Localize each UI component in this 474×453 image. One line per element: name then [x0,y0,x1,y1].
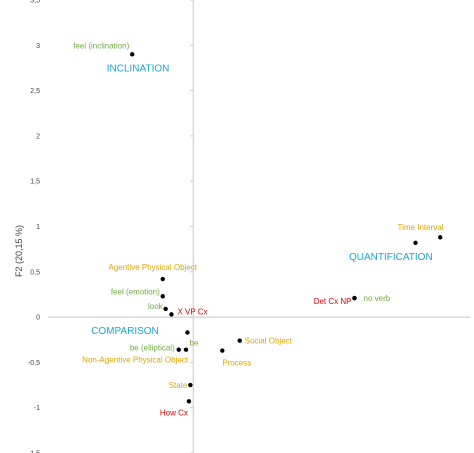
data-point [169,312,174,317]
point-label: Process [222,359,251,368]
point-label: look [148,302,164,311]
y-tick-label: 2,5 [30,88,40,95]
point-label: Social Object [245,337,293,346]
cluster-labels: INCLINATION QUANTIFICATION COMPARISON [91,63,432,337]
point-labels: feel (inclination) Agentive Physical Obje… [73,41,443,417]
point-label: be [189,339,198,348]
point-label: Det Cx NP [314,297,352,306]
point-label: X VP Cx [177,307,207,316]
y-axis-title: F2 (20,15 %) [14,225,24,277]
data-point [185,330,190,335]
data-point [438,235,443,240]
data-points [130,52,443,404]
cluster-label: COMPARISON [91,326,159,337]
point-label: feel (inclination) [73,41,129,50]
data-point [183,347,189,352]
data-point [220,348,225,353]
data-point [413,240,418,246]
point-label: feel (emotion) [111,287,160,296]
point-label: Agentive Physical Object [109,263,198,272]
data-point [176,347,181,352]
data-point [130,52,135,57]
data-point [188,382,193,388]
data-point [352,295,357,301]
y-tick-label: 3 [36,43,40,50]
y-tick-label: -0,5 [28,360,40,367]
cluster-label: QUANTIFICATION [349,252,433,263]
point-label: Time Interval [398,223,444,232]
y-tick-label: 3,5 [30,0,40,5]
y-tick-label: 0,5 [30,269,40,276]
data-point [163,306,168,312]
point-label: Non-Agentive Physical Object [82,356,189,365]
point-label: no verb [364,294,391,303]
y-tick-labels: 3,5 3 2,5 2 1,5 1 0,5 0 -0,5 -1 -1,5 [28,0,40,453]
axes [48,0,470,453]
y-tick-label: 1,5 [30,179,40,186]
y-tick-label: 1 [36,224,40,231]
y-tick-label: -1,5 [28,451,40,453]
point-label: be (elliptical) [130,344,175,353]
y-tick-label: 2 [36,133,40,140]
data-point [160,276,165,282]
data-point [186,399,192,404]
data-point [237,338,242,343]
point-label: How Cx [160,408,188,417]
y-tick-label: 0 [36,315,40,322]
point-label: State [169,381,188,390]
y-tick-label: -1 [34,405,40,412]
data-point [160,294,165,299]
cluster-label: INCLINATION [107,63,170,74]
